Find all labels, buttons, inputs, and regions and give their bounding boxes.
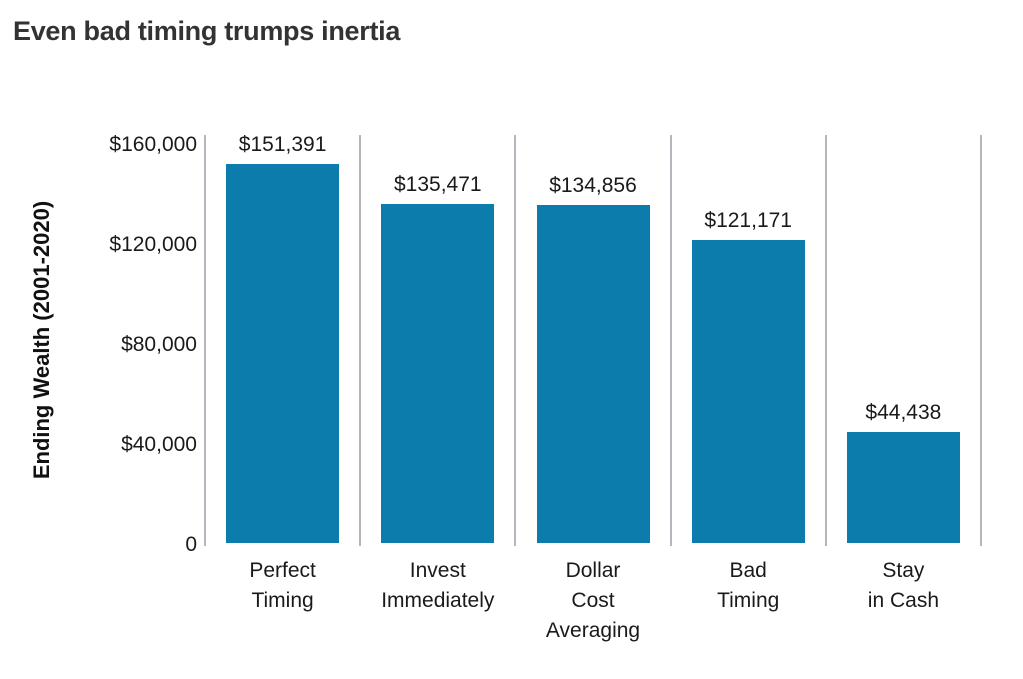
bar-1 [226, 164, 340, 543]
y-tick-label: $40,000 [121, 432, 197, 456]
bar-value-label: $135,471 [394, 173, 482, 196]
bar-5 [846, 432, 960, 543]
bar-3 [536, 205, 650, 543]
gridline [514, 135, 517, 546]
y-tick-label: $120,000 [109, 232, 197, 256]
bar-2 [381, 204, 495, 543]
y-tick-label: 0 [185, 533, 197, 556]
x-category-label: Invest Immediately [381, 559, 495, 612]
x-category-label: Dollar Cost Averaging [545, 559, 641, 642]
bar-4 [691, 240, 805, 543]
bar-value-label: $121,171 [704, 209, 792, 232]
gridline [824, 135, 827, 546]
gridline [669, 135, 672, 546]
y-tick-label: $80,000 [121, 332, 197, 356]
bar-value-label: $134,856 [549, 174, 637, 197]
x-category-label: Perfect Timing [249, 559, 316, 612]
x-category-label: Bad Timing [717, 559, 780, 612]
gridline [980, 135, 982, 546]
x-category-label: Stay in Cash [867, 559, 939, 612]
bar-value-label: $44,438 [865, 401, 942, 424]
bar-value-label: $151,391 [238, 133, 327, 156]
chart-title: Even bad timing trumps inertia [13, 16, 401, 46]
y-tick-label: $160,000 [109, 132, 197, 156]
gridline [359, 135, 362, 546]
y-axis-line [204, 135, 206, 546]
